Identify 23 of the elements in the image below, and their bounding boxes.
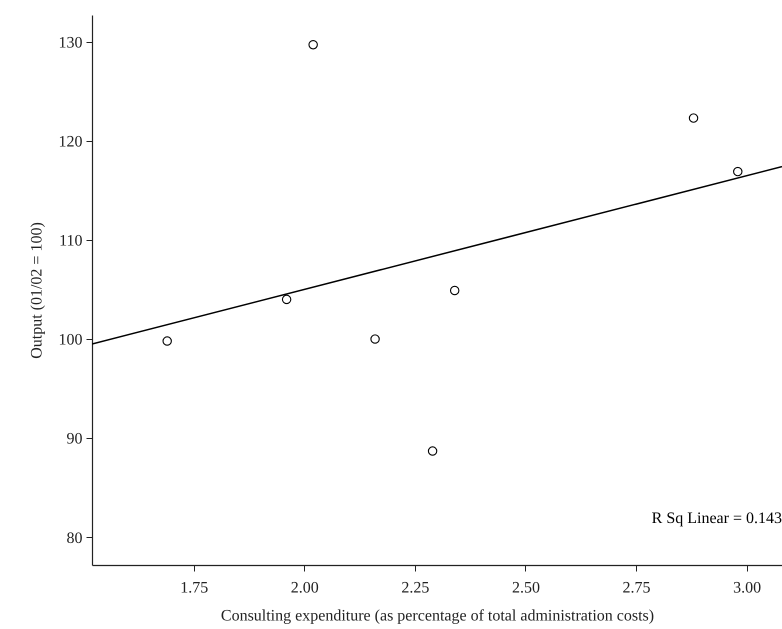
point — [370, 334, 380, 344]
x-tick-label: 1.75 — [180, 580, 208, 596]
x-tick-label: 3.00 — [733, 580, 762, 596]
y-tick-label: 120 — [58, 133, 82, 150]
point — [282, 294, 292, 304]
point — [733, 166, 742, 176]
y-axis-title: Output (01/02 = 100) — [28, 222, 46, 359]
x-axis-title: Consulting expenditure (as percentage of total administration costs) — [220, 608, 654, 624]
x-tick-label: 2.75 — [622, 580, 651, 596]
point — [308, 40, 318, 50]
x-tick-label: 2.25 — [401, 580, 430, 596]
point — [162, 336, 172, 346]
point — [450, 286, 460, 296]
point — [688, 113, 698, 123]
y-tick-label: 90 — [66, 430, 82, 448]
y-tick-label: 110 — [59, 232, 82, 250]
y-tick-label: 130 — [58, 34, 82, 52]
y-tick-label: 100 — [58, 332, 82, 349]
x-tick-label: 2.00 — [290, 580, 319, 596]
point — [428, 446, 438, 456]
y-tick-label: 80 — [66, 530, 82, 547]
annotation: R Sq Linear = 0.143 — [652, 510, 782, 527]
x-tick-label: 2.50 — [512, 580, 540, 596]
